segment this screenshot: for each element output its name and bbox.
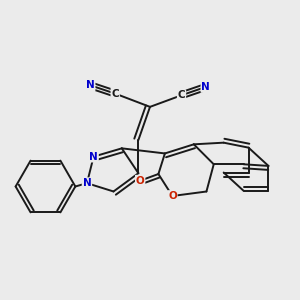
- Text: N: N: [86, 80, 95, 90]
- Text: C: C: [111, 88, 119, 99]
- Text: N: N: [82, 178, 91, 188]
- Text: O: O: [168, 191, 177, 201]
- Text: N: N: [89, 152, 98, 162]
- Text: O: O: [136, 176, 145, 186]
- Text: C: C: [178, 90, 185, 100]
- Text: N: N: [201, 82, 210, 92]
